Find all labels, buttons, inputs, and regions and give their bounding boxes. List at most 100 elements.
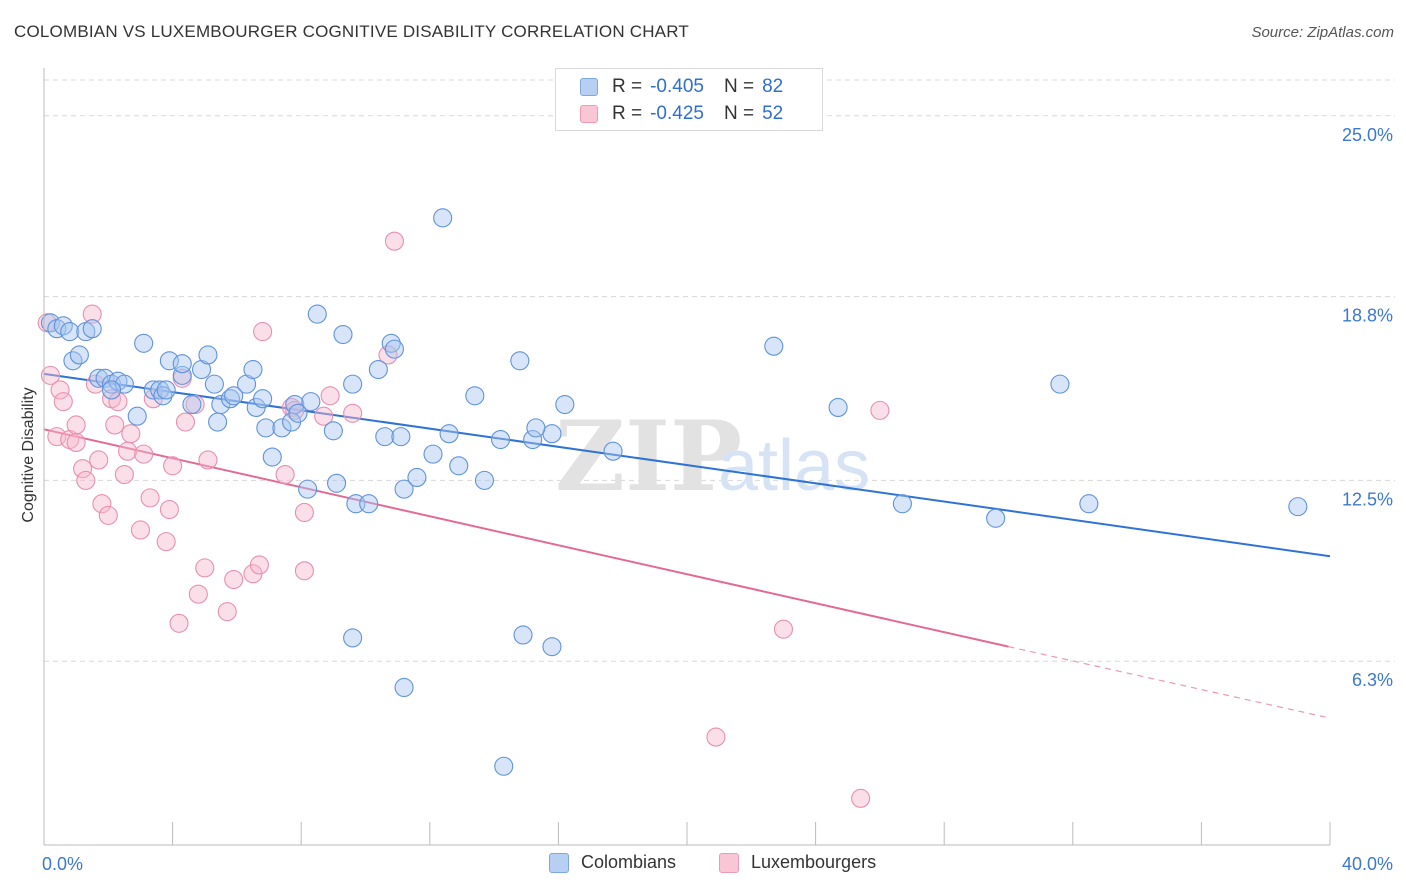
point-colombians — [343, 374, 363, 394]
point-colombians — [101, 380, 122, 400]
point-luxembourgers — [159, 499, 179, 520]
point-colombians — [127, 406, 147, 426]
point-luxembourgers — [294, 502, 314, 523]
point-colombians — [368, 359, 388, 380]
point-luxembourgers — [773, 619, 794, 639]
y-tick-label: 18.8% — [1342, 306, 1393, 326]
point-luxembourgers — [343, 403, 363, 423]
point-luxembourgers — [706, 727, 726, 747]
source-label: Source: ZipAtlas.com — [1251, 24, 1394, 41]
point-colombians — [243, 359, 263, 380]
point-colombians — [394, 677, 414, 698]
point-luxembourgers — [195, 558, 215, 578]
point-colombians — [198, 345, 218, 365]
legend-row-luxembourgers: R = -0.425 N = 52 — [580, 103, 783, 125]
point-luxembourgers — [66, 415, 86, 435]
point-colombians — [375, 427, 395, 447]
x-tick-label: 40.0% — [1342, 854, 1393, 874]
point-luxembourgers — [275, 464, 295, 485]
watermark-atlas: atlas — [718, 426, 870, 506]
legend-row-colombians: R = -0.405 N = 82 — [580, 76, 783, 98]
point-colombians — [298, 479, 318, 499]
r-value: -0.405 — [650, 76, 704, 97]
point-colombians — [253, 389, 273, 409]
point-colombians — [69, 345, 89, 365]
point-luxembourgers — [320, 386, 340, 406]
point-colombians — [262, 447, 282, 467]
point-colombians — [490, 429, 511, 450]
point-colombians — [172, 365, 192, 385]
point-luxembourgers — [253, 322, 273, 342]
point-luxembourgers — [53, 392, 73, 412]
point-luxembourgers — [314, 406, 334, 426]
point-colombians — [986, 508, 1006, 528]
point-colombians — [384, 339, 404, 359]
n-label: N = — [723, 76, 755, 97]
point-luxembourgers — [198, 450, 218, 470]
point-colombians — [542, 424, 562, 444]
point-colombians — [153, 386, 173, 406]
point-luxembourgers — [851, 788, 871, 808]
legend-swatch-blue — [580, 78, 598, 96]
point-colombians — [333, 324, 353, 345]
point-luxembourgers — [66, 432, 86, 453]
point-colombians — [1288, 497, 1308, 517]
n-value: 82 — [762, 76, 784, 97]
point-colombians — [513, 625, 533, 645]
n-label: N = — [723, 103, 755, 124]
y-tick-label: 12.5% — [1342, 489, 1393, 509]
trend-line-colombians — [43, 372, 1331, 558]
point-colombians — [542, 637, 562, 657]
legend-item-luxembourgers: Luxembourgers — [719, 852, 876, 873]
point-luxembourgers — [870, 400, 890, 420]
point-luxembourgers — [163, 456, 183, 476]
point-colombians — [523, 429, 543, 450]
y-axis-label: Cognitive Disability — [20, 387, 37, 523]
legend-item-colombians: Colombians — [549, 852, 676, 873]
point-colombians — [465, 386, 485, 406]
point-colombians — [301, 392, 321, 412]
legend-swatch-pink — [719, 852, 739, 873]
trend-line-luxembourgers-extension — [1008, 646, 1331, 719]
point-colombians — [288, 403, 308, 423]
point-luxembourgers — [98, 505, 118, 525]
point-colombians — [433, 208, 453, 228]
point-luxembourgers — [140, 488, 160, 508]
point-colombians — [407, 467, 427, 488]
point-colombians — [764, 336, 784, 356]
point-luxembourgers — [224, 570, 244, 590]
stats-legend: R = -0.405 N = 82 R = -0.425 N = 52 — [555, 68, 823, 131]
r-label: R = — [612, 76, 643, 97]
point-colombians — [224, 386, 244, 406]
point-luxembourgers — [294, 561, 314, 581]
point-colombians — [1079, 494, 1099, 514]
point-luxembourgers — [134, 444, 154, 464]
point-colombians — [439, 424, 459, 444]
point-colombians — [394, 479, 414, 499]
legend-swatch-blue — [549, 852, 569, 873]
point-colombians — [256, 418, 276, 438]
point-colombians — [359, 494, 379, 514]
trend-line-luxembourgers — [43, 428, 1009, 648]
point-colombians — [1050, 374, 1070, 394]
point-colombians — [381, 333, 401, 353]
point-luxembourgers — [130, 520, 150, 540]
point-colombians — [892, 494, 912, 514]
legend-swatch-pink — [580, 105, 598, 123]
point-luxembourgers — [175, 412, 196, 432]
point-colombians — [82, 319, 102, 339]
point-luxembourgers — [249, 555, 269, 575]
point-colombians — [272, 418, 292, 438]
point-colombians — [204, 374, 224, 394]
point-luxembourgers — [73, 459, 93, 479]
point-luxembourgers — [188, 584, 208, 604]
x-tick-label: 0.0% — [42, 854, 83, 874]
point-colombians — [134, 333, 154, 353]
point-colombians — [327, 473, 347, 493]
point-luxembourgers — [105, 415, 125, 435]
point-colombians — [182, 394, 202, 415]
point-colombians — [220, 389, 241, 409]
point-luxembourgers — [156, 532, 176, 552]
point-luxembourgers — [92, 494, 112, 514]
